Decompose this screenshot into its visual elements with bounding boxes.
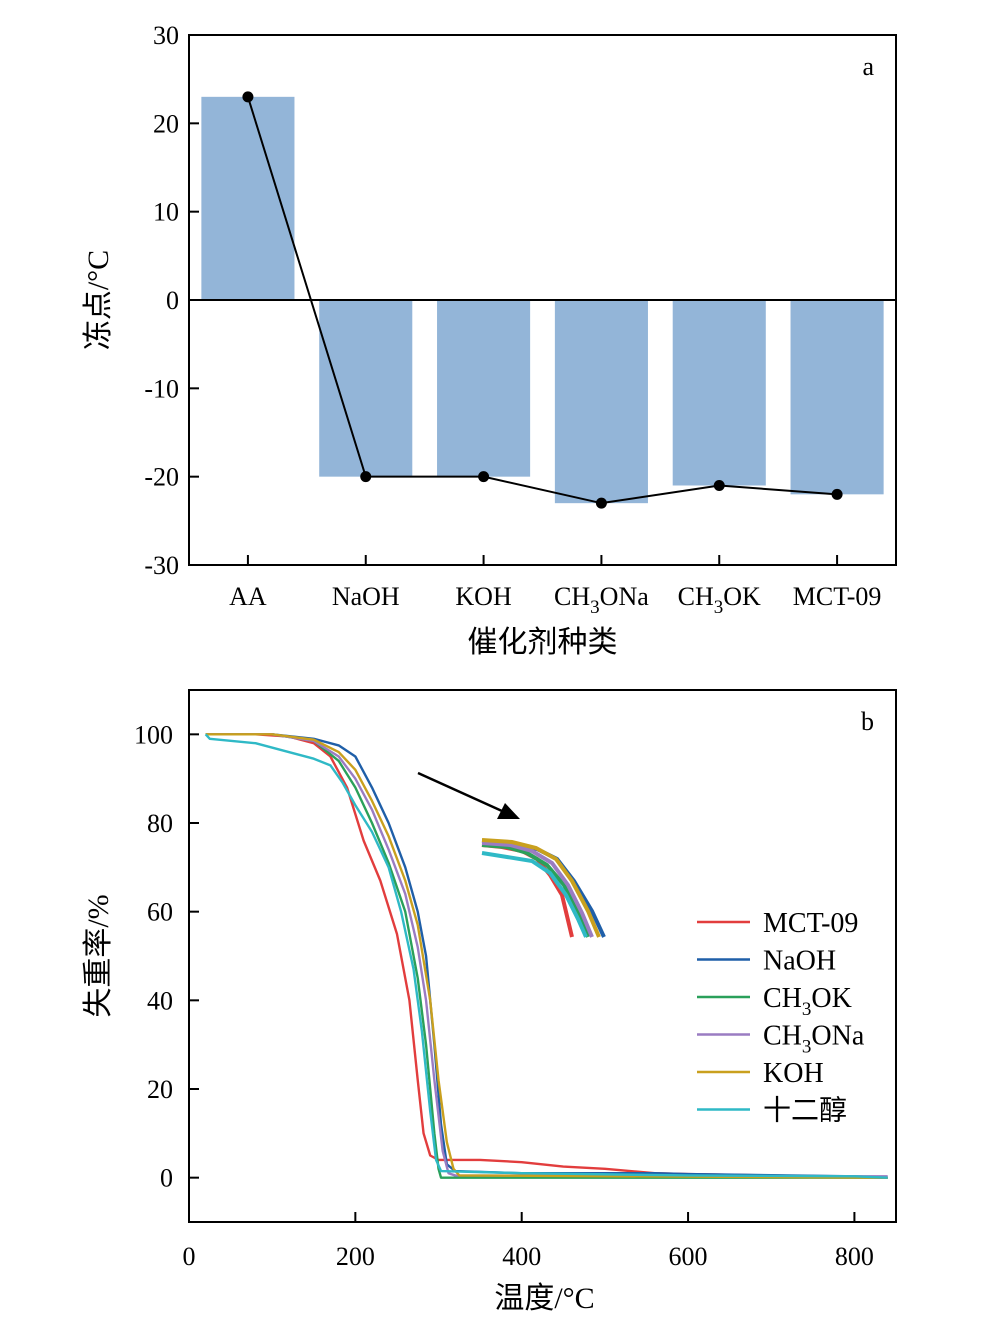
x-tick-label: AA (229, 582, 267, 611)
point-naoh (360, 471, 372, 483)
x-tick-label: 200 (336, 1242, 375, 1271)
y-tick-label: -20 (144, 463, 179, 492)
inset-curve-3 (481, 841, 594, 938)
x-axis-title-a: 催化剂种类 (468, 626, 618, 659)
panel-label-b: b (861, 707, 874, 736)
point-mct-09 (831, 488, 843, 500)
bar-ch3ok (672, 300, 766, 486)
y-tick-label: 20 (147, 1075, 173, 1104)
legend-label: NaOH (763, 946, 836, 977)
value-line (246, 96, 838, 505)
inset-arrow (417, 771, 520, 819)
bar-naoh (319, 300, 413, 477)
x-tick-label: KOH (455, 582, 512, 611)
bar-mct-09 (790, 300, 884, 495)
panel-b-frame (188, 689, 897, 1223)
series-line-4 (205, 733, 888, 1179)
y-tick-label: -30 (144, 551, 179, 580)
y-axis-title-b: 失重率/% (82, 894, 115, 1017)
y-tick-label: 80 (147, 809, 173, 838)
series-line-2 (205, 733, 888, 1179)
point-ch3ok (713, 480, 725, 491)
x-axis-title-b: 温度/°C (494, 1282, 594, 1315)
y-axis-title-a: 冻点/°C (82, 250, 115, 350)
series-line-5 (204, 733, 888, 1179)
legend-label: 十二醇 (763, 1095, 847, 1127)
legend-label: KOH (763, 1058, 824, 1089)
y-tick-label: -10 (144, 374, 179, 403)
x-tick-label: 600 (669, 1242, 708, 1271)
series-line-3 (205, 733, 888, 1178)
y-tick-label: 60 (147, 898, 173, 927)
y-tick-label: 40 (147, 986, 173, 1015)
point-koh (478, 471, 490, 483)
inset-curve-5 (481, 851, 588, 938)
x-tick-label: MCT-09 (793, 582, 882, 611)
inset-curve-4 (481, 838, 601, 938)
y-tick-label: 0 (166, 286, 179, 315)
x-tick-label: 0 (183, 1242, 196, 1271)
x-tick-label: NaOH (332, 582, 400, 611)
x-tick-label: 800 (835, 1242, 874, 1271)
y-tick-label: 20 (153, 109, 179, 138)
x-tick-label: CH3ONa (554, 582, 649, 618)
panel-a-chart: 30 20 10 0 -10 -20 -30 AA NaOH KOH CH3ONa CH3OK MCT… (82, 21, 897, 659)
x-tick-label: 400 (502, 1242, 541, 1271)
point-ch3ona (595, 497, 607, 509)
point-aa (242, 91, 254, 103)
bar-koh (437, 300, 531, 477)
inset-curve-2 (481, 843, 590, 938)
y-tick-label: 10 (153, 198, 179, 227)
x-tick-label: CH3OK (678, 582, 761, 618)
y-tick-label: 0 (160, 1164, 173, 1193)
panel-label-a: a (862, 52, 874, 81)
y-tick-label: 30 (153, 21, 179, 50)
bar-ch3ona (554, 300, 648, 504)
bar-aa (201, 96, 295, 300)
legend-label: CH3ONa (763, 1021, 865, 1058)
legend-label: CH3OK (763, 983, 852, 1020)
y-tick-label: 100 (134, 720, 173, 749)
legend-label: MCT-09 (763, 908, 858, 939)
